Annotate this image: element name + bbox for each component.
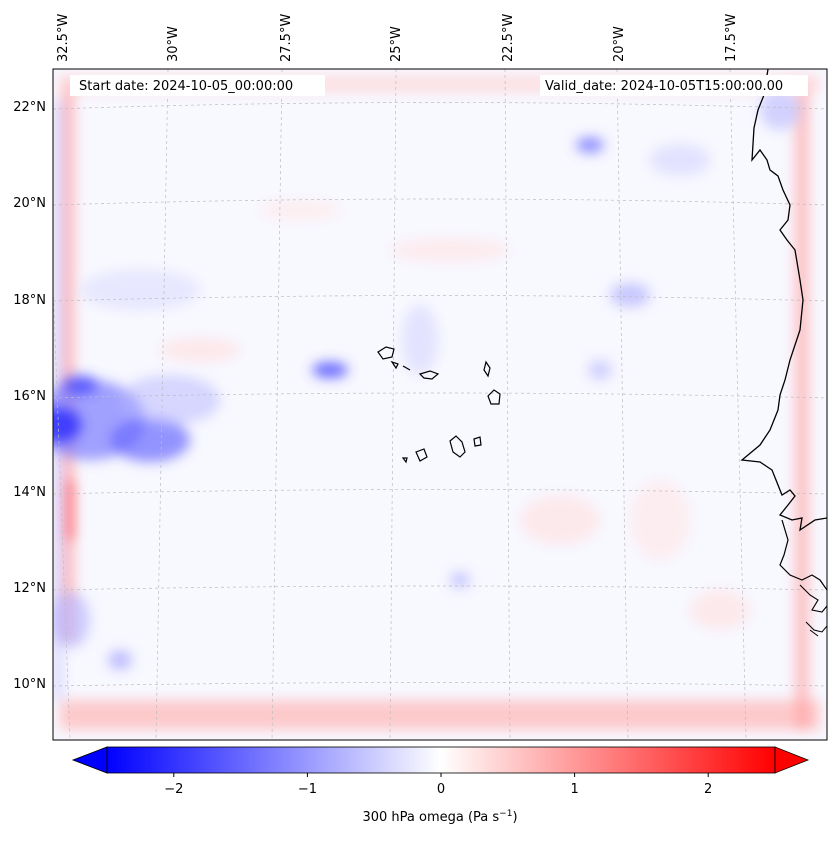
start-date-box <box>70 75 325 96</box>
lat-label: 20°N <box>13 196 46 211</box>
cape-verde-islands <box>377 346 501 464</box>
lat-label: 14°N <box>13 485 46 500</box>
lon-label: 30°W <box>166 26 181 62</box>
colorbar-tick-label: −1 <box>298 782 317 797</box>
lon-label: 17.5°W <box>724 14 739 62</box>
gridlines <box>53 69 827 740</box>
colorbar-max-extend <box>774 746 810 774</box>
colorbar-ticks: −2 −1 0 1 2 <box>164 773 712 797</box>
colorbar-tick-label: 1 <box>570 782 578 797</box>
lon-label: 32.5°W <box>56 14 71 62</box>
lon-label: 25°W <box>389 26 404 62</box>
colorbar-tick-label: 0 <box>437 782 445 797</box>
africa-coastline <box>740 69 827 532</box>
lat-label: 18°N <box>13 293 46 308</box>
map-frame <box>52 68 828 741</box>
lat-label: 22°N <box>13 100 46 115</box>
colorbar-label: 300 hPa omega (Pa s−1) <box>362 809 517 825</box>
start-date-label: Start date: 2024-10-05_00:00:00 <box>79 79 293 94</box>
lon-label: 27.5°W <box>279 14 294 62</box>
latitude-labels: 22°N 20°N 18°N 16°N 14°N 12°N 10°N <box>13 100 46 692</box>
colorbar-tick-label: −2 <box>164 782 183 797</box>
colorbar-min-extend <box>71 746 108 774</box>
omega-field <box>53 69 827 740</box>
valid-date-label: Valid_date: 2024-10-05T15:00:00.00 <box>545 79 783 94</box>
lon-label: 20°W <box>612 26 627 62</box>
lat-label: 10°N <box>13 677 46 692</box>
colorbar: −2 −1 0 1 2 300 hPa omega (Pa s−1) <box>71 746 810 825</box>
lat-label: 12°N <box>13 581 46 596</box>
longitude-labels: 32.5°W 30°W 27.5°W 25°W 22.5°W 20°W 17.5… <box>56 14 739 62</box>
valid-date-box <box>540 75 808 96</box>
colorbar-bar <box>106 746 776 774</box>
colorbar-tick-label: 2 <box>704 782 712 797</box>
lat-label: 16°N <box>13 389 46 404</box>
lon-label: 22.5°W <box>501 14 516 62</box>
